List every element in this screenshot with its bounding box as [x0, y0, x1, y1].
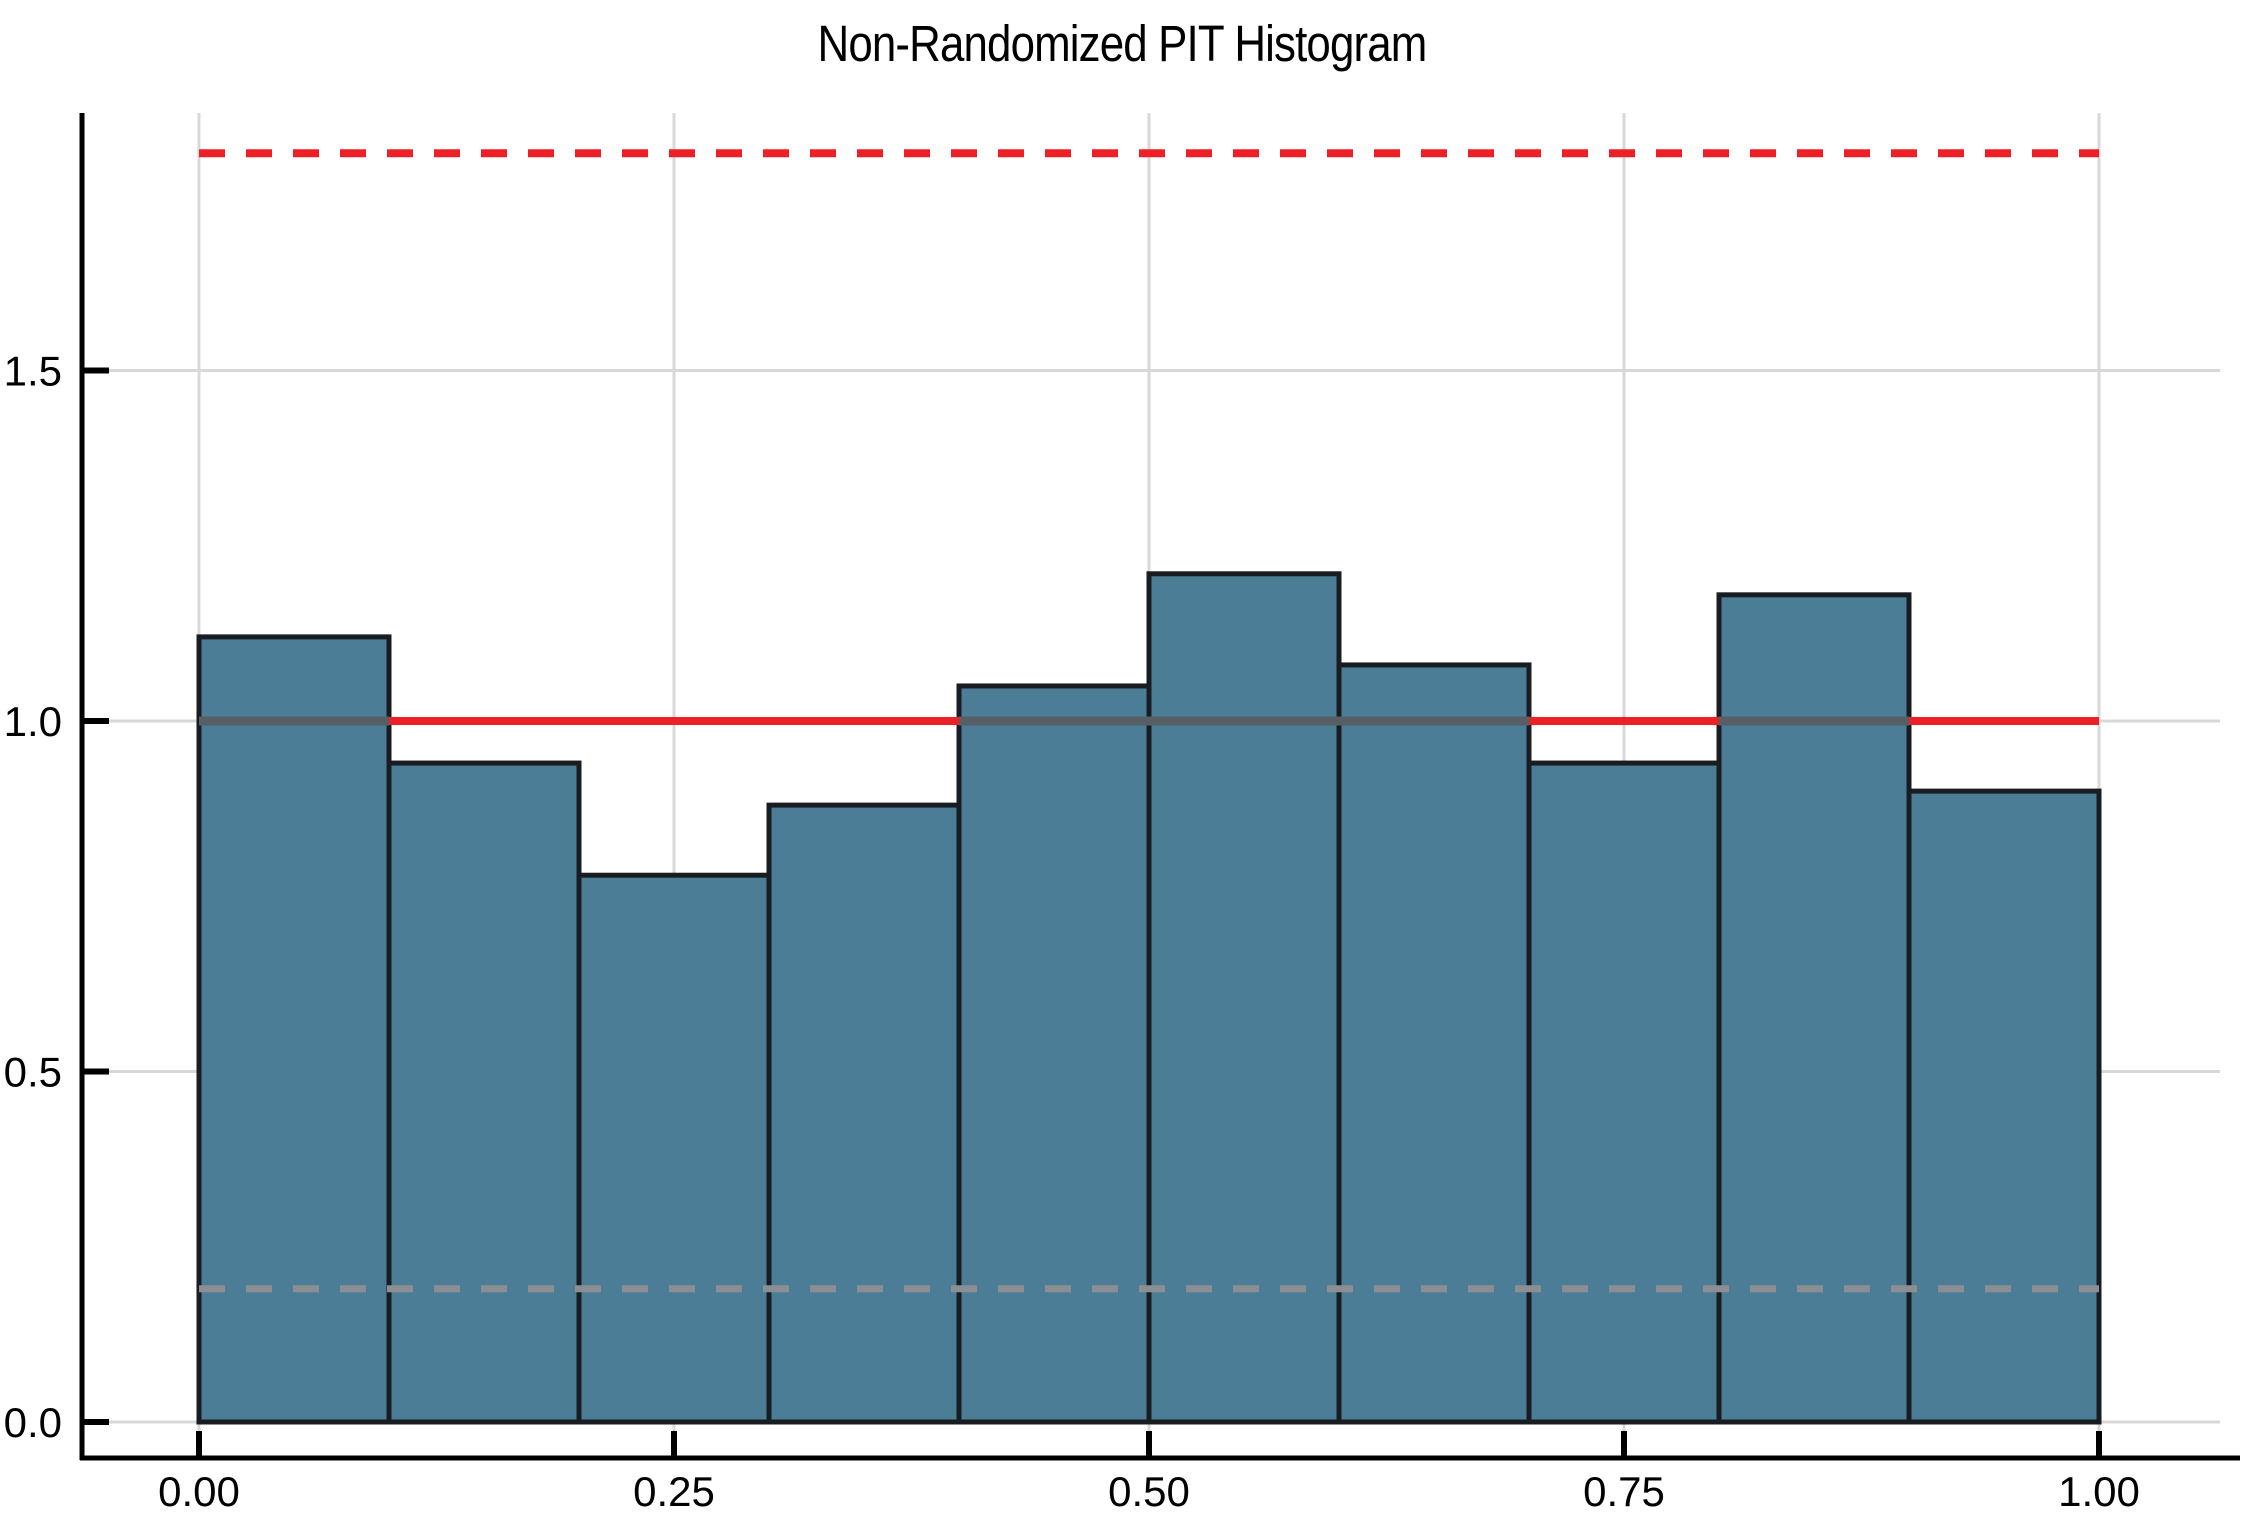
x-tick-label: 0.25 — [633, 1468, 715, 1515]
y-tick-label: 0.0 — [4, 1399, 62, 1446]
x-tick-label: 0.00 — [158, 1468, 240, 1515]
histogram-bar — [956, 683, 1152, 1425]
plot-title: Non-Randomized PIT Histogram — [817, 15, 1428, 72]
histogram-bar — [576, 872, 772, 1425]
x-tick-label: 0.75 — [1583, 1468, 1665, 1515]
x-tick-label: 0.50 — [1108, 1468, 1190, 1515]
x-tick-label: 1.00 — [2058, 1468, 2140, 1515]
y-tick-label: 0.5 — [4, 1049, 62, 1096]
y-tick-label: 1.0 — [4, 698, 62, 745]
histogram-bar — [1716, 592, 1912, 1425]
histogram-bar — [766, 802, 962, 1425]
histogram-bar — [386, 760, 582, 1425]
histogram-bar — [196, 634, 392, 1425]
y-tick-label: 1.5 — [4, 348, 62, 395]
histogram-bar — [1526, 760, 1722, 1425]
histogram-bar — [1146, 571, 1342, 1425]
histogram-bar — [1906, 788, 2102, 1425]
histogram-bar — [1336, 662, 1532, 1425]
